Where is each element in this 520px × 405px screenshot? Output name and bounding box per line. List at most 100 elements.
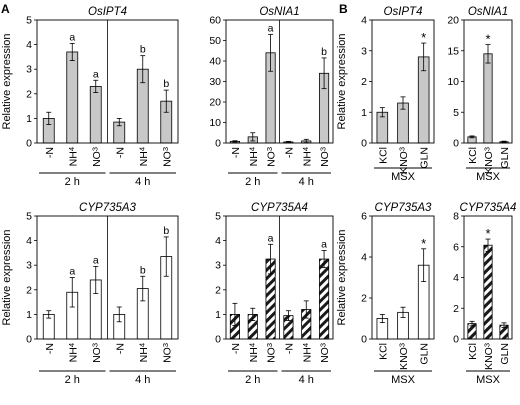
group-label: 4 h: [299, 176, 314, 188]
y-tick-label: 0: [215, 138, 221, 150]
significance-label: *: [421, 30, 426, 45]
y-tick-label: 10: [209, 117, 221, 129]
category-label: NO3: [161, 147, 174, 167]
y-tick-label: 5: [26, 211, 32, 223]
group-label: 2 h: [65, 176, 80, 188]
chart-title: CYP735A3: [375, 202, 433, 214]
bar: [89, 86, 102, 144]
category-label: NH4: [67, 147, 80, 166]
group-label: MSX: [391, 374, 416, 386]
y-tick-label: 1: [26, 113, 32, 125]
y-tick-label: 30: [209, 76, 221, 88]
plot-frame: [36, 215, 179, 340]
significance-label: a: [321, 238, 327, 250]
significance-label: b: [140, 264, 146, 276]
group-label: 4 h: [299, 374, 314, 386]
y-tick-label: 0: [215, 334, 221, 346]
significance-label: b: [321, 46, 327, 58]
category-label: NO3: [319, 147, 332, 167]
y-tick-label: 3: [26, 64, 32, 76]
y-tick-label: 0: [361, 334, 367, 346]
y-axis-label: Relative expression: [1, 34, 13, 130]
category-label: NO3: [265, 147, 278, 167]
group-label: 2 h: [245, 176, 260, 188]
category-label: KNO3: [483, 147, 496, 174]
category-label: GLN: [499, 147, 511, 169]
panel-label-b: B: [339, 2, 348, 16]
y-tick-label: 2: [215, 284, 221, 296]
significance-label: b: [163, 225, 169, 237]
y-tick-label: 4: [26, 235, 32, 247]
category-label: NH4: [137, 147, 150, 166]
y-tick-label: 20: [447, 15, 459, 27]
y-tick-label: 10: [447, 76, 459, 88]
significance-label: a: [93, 254, 99, 266]
significance-label: a: [93, 68, 99, 80]
significance-label: b: [140, 44, 146, 56]
category-label: GLN: [499, 343, 511, 365]
category-label: -N: [114, 343, 126, 354]
y-tick-label: 50: [209, 35, 221, 47]
chart-title: OsNIA1: [259, 6, 299, 18]
y-axis-label: Relative expression: [336, 34, 348, 130]
plot-frame: [371, 215, 435, 340]
category-label: NO3: [265, 343, 278, 363]
chart-title: CYP735A3: [79, 202, 137, 214]
chart-b-cyp735a3: CYP735A3 0 2 4 6 Relative expression KCl KNO3 * G…: [336, 202, 435, 386]
y-tick-label: 0: [453, 334, 459, 346]
category-label: KNO3: [398, 147, 411, 174]
chart-b-cyp735a4: CYP735A4 0 2 4 6 8 KCl * KNO3 GLN MSX: [453, 202, 516, 386]
y-tick-label: 0: [361, 138, 367, 150]
chart-title: CYP735A4: [251, 202, 308, 214]
y-tick-label: 5: [453, 107, 459, 119]
y-tick-label: 40: [209, 56, 221, 68]
y-tick-label: 6: [361, 211, 367, 223]
y-axis-label: Relative expression: [336, 230, 348, 326]
significance-label: a: [268, 22, 274, 34]
y-tick-label: 6: [453, 241, 459, 253]
category-label: GLN: [419, 147, 431, 169]
group-label: MSX: [391, 171, 416, 183]
y-tick-label: 1: [26, 309, 32, 321]
y-tick-label: 4: [215, 235, 221, 247]
y-tick-label: 20: [209, 97, 221, 109]
y-tick-label: 0: [26, 334, 32, 346]
significance-label: *: [485, 226, 490, 241]
bar: [483, 53, 493, 144]
category-label: NH4: [137, 343, 150, 362]
y-tick-label: 8: [453, 211, 459, 223]
chart-a-cyp735a3: CYP735A3 0 1 2 3 4 5 Relative expression -N a NH4 a…: [1, 202, 179, 386]
plot-frame: [225, 215, 334, 340]
chart-title: OsNIA1: [468, 6, 508, 18]
y-tick-label: 0: [453, 138, 459, 150]
group-label: MSX: [476, 171, 501, 183]
chart-b-osipt4: OsIPT4 0 1 2 3 4 Relative expression KCl KNO3 * GL…: [336, 6, 435, 183]
category-label: -N: [44, 343, 56, 354]
chart-b-osnia1: OsNIA1 0 5 10 15 20 KCl * KNO3 GLN MSX: [447, 6, 513, 183]
y-axis-label: Relative expression: [1, 230, 13, 326]
category-label: NO3: [90, 147, 103, 167]
y-tick-label: 4: [361, 252, 367, 264]
y-tick-label: 1: [361, 107, 367, 119]
y-tick-label: 2: [26, 88, 32, 100]
plot-frame: [36, 19, 179, 144]
plot-frame: [225, 19, 334, 144]
category-label: NO3: [90, 343, 103, 363]
category-label: NO3: [319, 343, 332, 363]
y-tick-label: 0: [26, 138, 32, 150]
significance-label: a: [69, 31, 75, 43]
y-tick-label: 5: [26, 15, 32, 27]
panel-label-a: A: [1, 2, 10, 16]
group-label: 4 h: [135, 374, 150, 386]
category-label: NH4: [301, 343, 314, 362]
significance-label: a: [69, 266, 75, 278]
y-tick-label: 2: [26, 284, 32, 296]
group-label: MSX: [476, 374, 501, 386]
significance-label: *: [485, 32, 490, 47]
category-label: KNO3: [398, 343, 411, 370]
significance-label: a: [268, 232, 274, 244]
y-tick-label: 5: [215, 211, 221, 223]
category-label: NO3: [161, 343, 174, 363]
chart-a-cyp735a4: CYP735A4 0 1 2 3 4 5 -N NH4 a NO3 -N NH4 a NO3 2 h 4 h: [215, 202, 334, 386]
